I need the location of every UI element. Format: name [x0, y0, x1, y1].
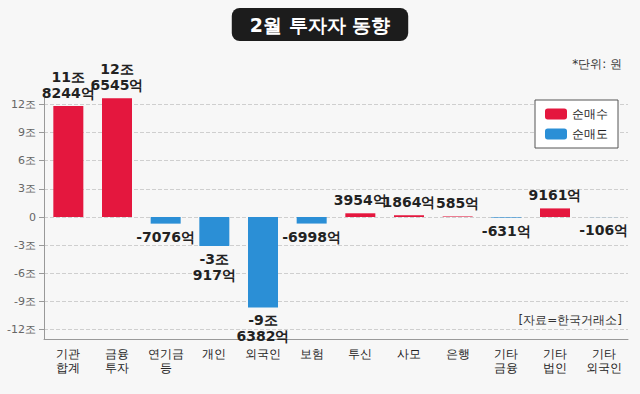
svg-text:금융: 금융 — [105, 347, 129, 361]
svg-text:투자: 투자 — [105, 361, 129, 375]
svg-text:12조: 12조 — [100, 61, 133, 77]
svg-text:[자료=한국거래소]: [자료=한국거래소] — [519, 313, 622, 327]
svg-text:사모: 사모 — [397, 347, 421, 361]
svg-text:6조: 6조 — [18, 154, 36, 167]
svg-text:-9조: -9조 — [248, 312, 278, 328]
svg-text:-9조: -9조 — [14, 295, 36, 308]
svg-text:9조: 9조 — [18, 126, 36, 139]
svg-text:개인: 개인 — [202, 347, 226, 361]
svg-text:-106억: -106억 — [579, 222, 628, 238]
svg-text:금융: 금융 — [494, 361, 518, 375]
svg-text:3954억: 3954억 — [334, 192, 387, 208]
svg-text:6382억: 6382억 — [237, 328, 290, 344]
svg-text:순매도: 순매도 — [572, 127, 608, 141]
svg-text:917억: 917억 — [193, 267, 236, 283]
svg-text:6545억: 6545억 — [91, 77, 144, 93]
svg-text:보험: 보험 — [300, 347, 324, 361]
svg-text:기타: 기타 — [543, 347, 567, 361]
svg-text:0: 0 — [29, 211, 36, 224]
svg-text:외국인: 외국인 — [245, 347, 281, 361]
svg-text:3조: 3조 — [18, 182, 36, 195]
svg-text:9161억: 9161억 — [529, 187, 582, 203]
svg-text:순매수: 순매수 — [572, 107, 608, 121]
svg-text:*단위: 원: *단위: 원 — [572, 57, 622, 71]
svg-text:기관: 기관 — [56, 347, 80, 361]
svg-text:11조: 11조 — [52, 69, 85, 85]
svg-text:8244억: 8244억 — [42, 85, 95, 101]
svg-text:투신: 투신 — [348, 347, 372, 361]
svg-text:등: 등 — [160, 361, 172, 375]
svg-text:12조: 12조 — [11, 98, 36, 111]
svg-text:-6조: -6조 — [14, 267, 36, 280]
svg-text:-3조: -3조 — [14, 239, 36, 252]
svg-text:-3조: -3조 — [200, 251, 230, 267]
svg-text:-631억: -631억 — [482, 223, 531, 239]
svg-text:기타: 기타 — [592, 347, 616, 361]
svg-text:법인: 법인 — [543, 361, 567, 375]
svg-text:-6998억: -6998억 — [282, 229, 341, 245]
svg-text:-12조: -12조 — [7, 323, 36, 336]
svg-text:2월 투자자 동향: 2월 투자자 동향 — [250, 14, 390, 36]
svg-text:585억: 585억 — [436, 195, 479, 211]
svg-text:1864억: 1864억 — [383, 194, 436, 210]
svg-text:은행: 은행 — [446, 347, 470, 361]
svg-text:기타: 기타 — [494, 347, 518, 361]
svg-text:연기금: 연기금 — [148, 347, 184, 361]
svg-text:외국인: 외국인 — [586, 361, 622, 375]
svg-text:-7076억: -7076억 — [136, 229, 195, 245]
svg-text:합계: 합계 — [56, 361, 80, 375]
